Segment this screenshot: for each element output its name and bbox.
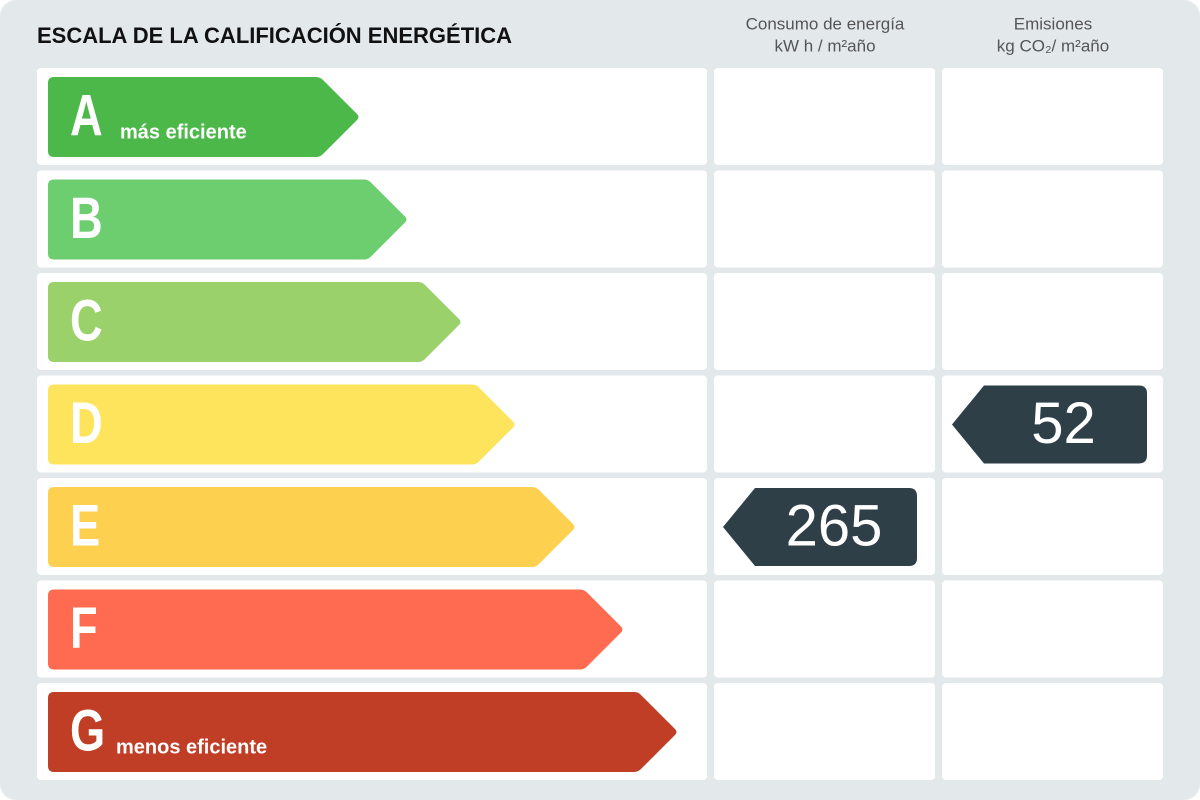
value-text: 52 — [1031, 391, 1096, 456]
rating-label: menos eficiente — [116, 736, 267, 758]
rating-arrow — [48, 487, 575, 567]
consumption-cell — [714, 68, 935, 165]
emissions-cell — [942, 273, 1163, 370]
value-text: 265 — [786, 493, 883, 558]
value-badge — [952, 385, 1147, 464]
consumption-cell — [714, 375, 935, 473]
rating-arrow — [48, 282, 461, 362]
rating-letter: F — [70, 597, 98, 662]
rating-arrow — [48, 692, 677, 772]
emissions-cell — [942, 683, 1163, 780]
column-unit: kg CO₂/ m²año — [997, 36, 1109, 55]
emissions-cell — [942, 68, 1163, 165]
rating-letter: A — [70, 84, 103, 149]
consumption-cell — [714, 170, 935, 268]
value-badge — [723, 488, 917, 566]
rating-arrow — [48, 589, 623, 670]
rating-arrow — [48, 384, 515, 465]
rating-arrow — [48, 77, 359, 157]
column-unit: kW h / m²año — [774, 36, 875, 55]
rating-arrow — [48, 179, 407, 260]
rating-letter: D — [70, 392, 103, 457]
rating-letter: E — [70, 494, 100, 559]
rating-letter: C — [70, 289, 103, 354]
rating-letter: G — [70, 699, 105, 764]
rating-label: más eficiente — [120, 121, 247, 143]
consumption-cell — [714, 273, 935, 370]
title: ESCALA DE LA CALIFICACIÓN ENERGÉTICA — [37, 23, 512, 48]
emissions-cell — [942, 478, 1163, 575]
column-header: Emisiones — [1014, 14, 1092, 33]
consumption-cell — [714, 580, 935, 678]
rating-letter: B — [70, 187, 103, 252]
emissions-cell — [942, 580, 1163, 678]
emissions-cell — [942, 170, 1163, 268]
consumption-cell — [714, 683, 935, 780]
column-header: Consumo de energía — [746, 14, 905, 33]
